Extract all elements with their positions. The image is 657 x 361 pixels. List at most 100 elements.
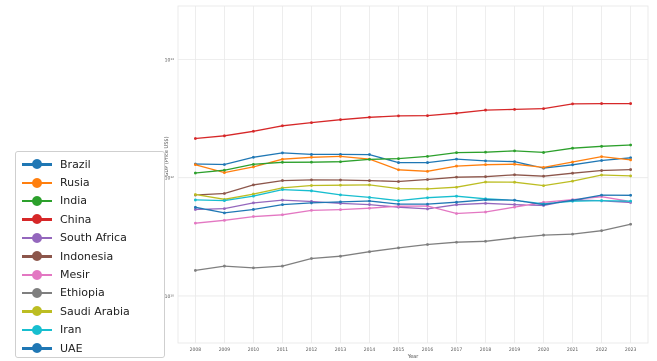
series-line-ethiopia (195, 223, 631, 272)
data-point-south-africa (252, 201, 255, 205)
x-tick-label: 2020 (538, 347, 550, 353)
legend-label: Iran (60, 323, 82, 337)
data-point-ethiopia (600, 229, 603, 233)
data-point-rusia (513, 162, 516, 166)
legend-item: Iran (22, 321, 164, 339)
data-point-ethiopia (368, 250, 371, 254)
data-point-rusia (223, 171, 226, 174)
data-point-indonesia (368, 179, 371, 183)
legend-label: Mesir (60, 268, 90, 282)
y-axis-label: GDP (Price US$) (164, 136, 170, 176)
data-point-indonesia (339, 178, 342, 182)
data-point-iran (397, 199, 400, 203)
legend-marker (32, 214, 42, 225)
data-point-india (223, 168, 226, 172)
data-point-china (455, 111, 458, 115)
data-point-mesir (397, 204, 400, 208)
legend-item: Brazil (22, 155, 164, 173)
data-point-china (397, 114, 400, 118)
data-point-indonesia (542, 174, 545, 178)
data-point-india (252, 162, 255, 166)
legend-item: Indonesia (22, 247, 164, 265)
data-point-india (194, 171, 197, 175)
data-point-indonesia (513, 173, 516, 177)
data-point-ethiopia (571, 232, 574, 236)
data-point-uae (542, 203, 545, 207)
data-point-saudi-arabia (542, 184, 545, 188)
x-tick-label: 2010 (248, 347, 260, 353)
data-point-brazil (339, 153, 342, 156)
x-tick-label: 2011 (277, 347, 289, 353)
data-point-india (600, 144, 603, 148)
data-point-indonesia (484, 175, 487, 179)
data-point-indonesia (571, 171, 574, 175)
data-point-china (600, 102, 603, 105)
legend-marker (32, 232, 42, 243)
legend-swatch (22, 195, 52, 206)
data-point-iran (310, 189, 313, 193)
data-point-brazil (223, 163, 226, 166)
data-point-mesir (455, 212, 458, 215)
data-point-china (310, 121, 313, 125)
data-point-india (368, 157, 371, 161)
data-point-south-africa (281, 198, 284, 202)
x-tick-label: 2021 (567, 347, 579, 353)
data-point-south-africa (484, 201, 487, 205)
data-point-china (252, 129, 255, 133)
data-point-uae (252, 208, 255, 211)
legend-swatch (22, 287, 52, 298)
data-point-saudi-arabia (600, 173, 603, 177)
data-point-south-africa (194, 208, 197, 211)
legend-marker (32, 306, 42, 317)
data-point-rusia (542, 166, 545, 169)
data-point-brazil (600, 159, 603, 162)
data-point-mesir (223, 218, 226, 222)
data-point-brazil (310, 153, 313, 156)
legend-swatch (22, 232, 52, 243)
legend-swatch (22, 343, 52, 354)
data-point-china (368, 115, 371, 119)
data-point-indonesia (252, 183, 255, 187)
legend-item: Saudi Arabia (22, 302, 164, 320)
data-point-south-africa (368, 203, 371, 206)
legend-marker (32, 177, 42, 188)
legend-label: Rusia (60, 176, 90, 190)
x-tick-label: 2017 (451, 347, 463, 353)
data-point-china (426, 114, 429, 118)
data-point-brazil (281, 151, 284, 155)
data-point-china (339, 118, 342, 122)
legend-marker (32, 251, 42, 262)
series-line-uae (195, 194, 631, 214)
data-point-iran (339, 193, 342, 197)
series-lines (194, 102, 632, 272)
data-point-brazil (397, 161, 400, 164)
data-point-saudi-arabia (339, 183, 342, 187)
data-point-india (426, 154, 429, 158)
data-point-china (194, 137, 197, 140)
x-tick-label: 2022 (596, 347, 608, 353)
data-point-iran (368, 196, 371, 199)
x-tick-label: 2016 (422, 347, 434, 353)
legend-label: South Africa (60, 231, 127, 245)
data-point-brazil (368, 153, 371, 156)
data-point-china (281, 124, 284, 128)
data-point-china (629, 102, 632, 105)
data-point-ethiopia (629, 222, 632, 226)
data-point-indonesia (223, 192, 226, 195)
legend-label: UAE (60, 341, 83, 355)
data-point-rusia (629, 158, 632, 162)
x-tick-label: 2012 (306, 347, 318, 353)
data-point-brazil (513, 160, 516, 163)
data-point-saudi-arabia (194, 193, 197, 196)
data-point-india (571, 146, 574, 150)
legend-item: Mesir (22, 265, 164, 283)
legend-item: UAE (22, 339, 164, 357)
data-point-iran (455, 194, 458, 198)
data-point-uae (397, 202, 400, 206)
legend-swatch (22, 214, 52, 225)
data-point-indonesia (281, 179, 284, 182)
data-point-ethiopia (194, 269, 197, 272)
legend-marker (32, 343, 42, 354)
data-point-rusia (426, 169, 429, 173)
legend-swatch (22, 159, 52, 170)
